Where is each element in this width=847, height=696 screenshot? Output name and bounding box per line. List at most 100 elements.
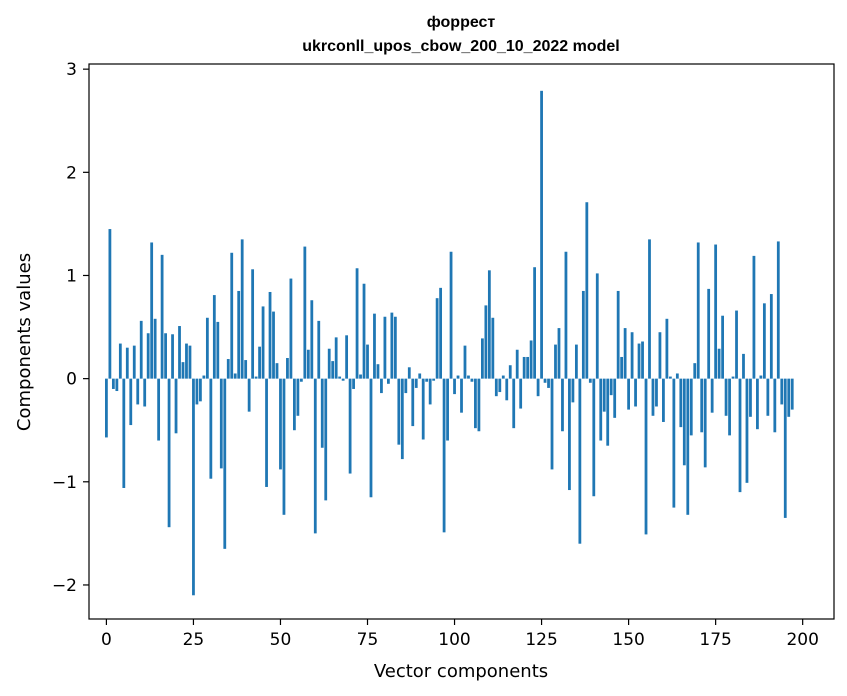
bar-75 <box>366 344 369 379</box>
bar-128 <box>550 378 554 470</box>
bar-166 <box>682 378 686 466</box>
bar-28 <box>202 375 206 379</box>
bar-126 <box>543 378 547 383</box>
bar-125 <box>540 90 543 379</box>
bar-20 <box>174 378 178 434</box>
bar-121 <box>526 356 530 379</box>
bar-108 <box>481 338 484 379</box>
bar-100 <box>453 378 456 395</box>
bar-38 <box>237 290 241 379</box>
bar-141 <box>595 273 599 379</box>
bar-91 <box>421 378 425 440</box>
x-tick-label: 200 <box>786 630 818 650</box>
bar-118 <box>515 349 519 379</box>
bar-170 <box>696 242 700 379</box>
bar-184 <box>745 378 749 483</box>
bar-69 <box>345 335 349 379</box>
bar-32 <box>216 321 220 379</box>
x-tick-label: 25 <box>183 630 205 650</box>
bar-24 <box>188 345 192 379</box>
bar-107 <box>477 378 481 432</box>
bar-158 <box>655 378 658 407</box>
bar-139 <box>588 378 592 383</box>
y-tick-label: 2 <box>66 163 77 183</box>
y-axis: −2 −1 0 1 2 3 <box>52 60 89 596</box>
bar-116 <box>508 365 512 379</box>
bar-83 <box>393 316 397 379</box>
bar-191 <box>769 294 773 379</box>
bar-136 <box>578 378 582 544</box>
bar-44 <box>258 346 261 379</box>
bar-140 <box>592 378 596 497</box>
bar-93 <box>428 378 432 405</box>
bar-114 <box>501 375 505 379</box>
bar-85 <box>400 378 404 460</box>
y-tick-label: 0 <box>66 370 77 390</box>
bar-73 <box>359 374 362 379</box>
bar-177 <box>721 315 724 379</box>
x-tick-label: 125 <box>525 630 557 650</box>
bar-155 <box>644 378 648 535</box>
bar-2 <box>111 378 115 389</box>
bar-70 <box>348 378 352 474</box>
x-tick-label: 150 <box>612 630 644 650</box>
bar-145 <box>609 378 613 396</box>
bar-68 <box>341 378 345 381</box>
bar-6 <box>125 347 129 379</box>
bar-105 <box>470 378 474 382</box>
bar-185 <box>749 378 752 417</box>
bar-95 <box>435 298 439 379</box>
bar-55 <box>296 378 300 416</box>
bar-193 <box>776 241 780 379</box>
bar-52 <box>286 358 289 379</box>
bar-189 <box>762 303 766 379</box>
bar-113 <box>498 378 502 393</box>
chart-title: форрест <box>427 14 496 31</box>
bar-84 <box>397 378 401 445</box>
bar-90 <box>418 373 422 379</box>
bar-183 <box>742 353 745 379</box>
bar-150 <box>627 378 630 410</box>
bar-48 <box>272 311 275 379</box>
bar-119 <box>519 378 523 409</box>
bar-151 <box>630 332 634 379</box>
plot-area-frame <box>88 63 835 620</box>
bar-156 <box>648 239 651 379</box>
bar-39 <box>240 239 244 379</box>
bar-79 <box>380 378 383 394</box>
bar-148 <box>620 356 624 379</box>
bar-144 <box>606 378 610 446</box>
bar-10 <box>139 320 143 379</box>
bar-53 <box>289 278 293 379</box>
bar-96 <box>439 287 443 379</box>
bar-56 <box>299 378 303 382</box>
bar-22 <box>181 362 185 379</box>
bar-21 <box>178 326 181 379</box>
bar-58 <box>306 349 310 379</box>
bar-123 <box>533 267 536 379</box>
bar-81 <box>387 378 390 384</box>
bar-1 <box>108 229 112 379</box>
bar-16 <box>160 254 164 379</box>
bar-46 <box>265 378 268 487</box>
bar-18 <box>167 378 171 528</box>
bar-117 <box>512 378 516 429</box>
x-tick-label: 50 <box>270 630 292 650</box>
bar-8 <box>132 345 136 379</box>
bar-134 <box>571 378 575 403</box>
bar-31 <box>212 295 216 379</box>
bar-64 <box>327 348 331 379</box>
bar-11 <box>143 378 147 407</box>
bar-138 <box>585 202 589 379</box>
bar-88 <box>411 378 415 427</box>
bar-131 <box>561 378 564 432</box>
bar-149 <box>623 328 627 379</box>
bar-17 <box>164 333 167 379</box>
bar-62 <box>320 378 324 448</box>
bar-80 <box>383 316 387 379</box>
bar-186 <box>752 255 756 379</box>
bar-192 <box>773 378 777 433</box>
bar-65 <box>331 361 335 379</box>
bar-47 <box>268 291 272 379</box>
